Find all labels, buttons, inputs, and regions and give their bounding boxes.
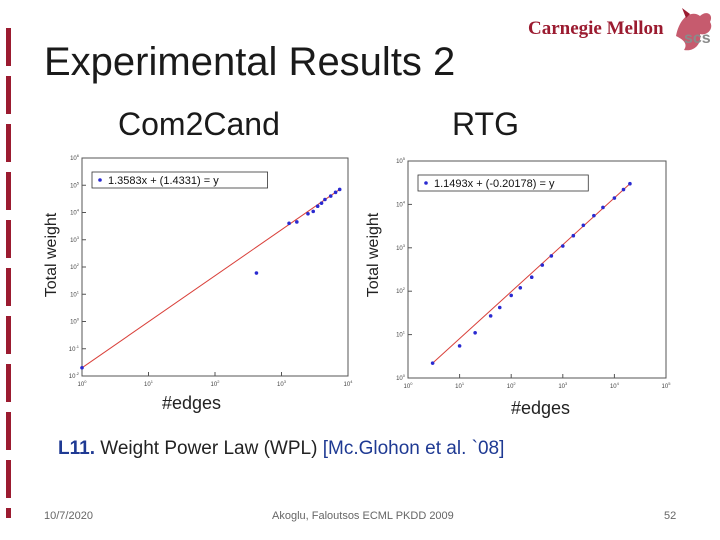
right-legend-text: 1.1493x + (-0.20178) = y [434, 178, 555, 190]
left-fit-line [81, 189, 340, 369]
right-x-tick-label: 100 [404, 381, 414, 390]
left-data-point [328, 194, 333, 198]
left-y-tick-label: 105 [70, 180, 80, 189]
left-legend-text: 1.3583x + (1.4331) = y [108, 175, 219, 187]
logo-text: Carnegie Mellon [528, 18, 664, 39]
left-data-point [323, 197, 327, 202]
right-data-point [457, 344, 462, 348]
left-x-tick-label: 100 [78, 379, 88, 388]
right-data-point [628, 181, 632, 186]
caption-label: L11. [58, 438, 95, 459]
left-data-point [311, 209, 316, 214]
left-data-point [315, 204, 320, 209]
right-data-point [581, 223, 586, 228]
caption-citation: [Mc.Glohon et al. `08] [322, 438, 505, 459]
left-y-tick-label: 103 [70, 235, 80, 244]
right-data-point [561, 244, 565, 248]
left-x-tick-label: 101 [144, 379, 154, 388]
slide-title: Experimental Results 2 [44, 40, 456, 84]
right-x-axis-label: #edges [511, 398, 571, 418]
university-logo: Carnegie Mellon scs [520, 6, 716, 58]
right-y-axis-label: Total weight [365, 212, 382, 298]
right-plot-title: RTG [452, 106, 519, 142]
left-data-point [80, 365, 84, 370]
left-data-point [337, 187, 342, 192]
right-y-tick-label: 101 [396, 330, 406, 339]
right-data-point [529, 275, 534, 280]
slide-caption: L11. Weight Power Law (WPL) [Mc.Glohon e… [58, 438, 504, 460]
left-y-tick-label: 100 [70, 317, 80, 326]
right-fit-line [432, 183, 631, 364]
right-data-point [488, 314, 493, 318]
right-plot-frame [407, 160, 667, 379]
right-data-point [621, 187, 626, 192]
right-data-point [612, 196, 617, 200]
footer-page-number: 52 [664, 510, 677, 522]
dragon-icon [676, 8, 712, 51]
right-x-tick-label: 103 [558, 381, 568, 390]
right-y-tick-label: 102 [396, 286, 406, 295]
right-y-tick-label: 103 [396, 243, 406, 252]
left-data-point [306, 211, 310, 216]
left-data-point [287, 221, 291, 226]
left-data-point [254, 271, 259, 275]
left-data-point [333, 190, 338, 195]
caption-text: Weight Power Law (WPL) [100, 438, 318, 459]
left-y-tick-label: 101 [70, 289, 80, 298]
footer-center: Akoglu, Faloutsos ECML PKDD 2009 [272, 510, 454, 522]
right-data-point [540, 263, 545, 267]
left-y-tick-label: 104 [70, 208, 80, 217]
left-y-tick-label: 10-1 [69, 344, 80, 353]
right-legend-marker [424, 181, 428, 185]
right-data-point [601, 205, 605, 210]
right-data-point [571, 233, 576, 238]
right-data-point [518, 285, 523, 290]
right-scatter-plot: 100 101 102 103 104 105 100 101 102 103 104 105 1.14… [396, 156, 672, 390]
left-legend-box [91, 171, 268, 189]
left-plot-frame [81, 157, 349, 377]
left-legend-marker [98, 178, 102, 182]
right-x-tick-label: 105 [662, 381, 672, 390]
left-y-tick-label: 106 [70, 153, 80, 162]
right-data-point [497, 305, 502, 310]
left-x-tick-label: 104 [344, 379, 354, 388]
left-scatter-plot: 100 101 102 103 104 10-2 10-1 100 101 102 103 104 10… [69, 153, 354, 388]
footer-date: 10/7/2020 [44, 510, 93, 522]
left-y-axis-label: Total weight [43, 212, 60, 298]
left-accent-bar [6, 28, 11, 518]
right-data-point [549, 254, 554, 258]
left-plot-title: Com2Cand [118, 106, 280, 142]
left-y-tick-label: 10-2 [69, 371, 80, 380]
left-data-point [319, 201, 324, 205]
right-data-point [430, 361, 435, 365]
right-x-tick-label: 104 [610, 381, 620, 390]
left-x-tick-label: 103 [277, 379, 287, 388]
right-y-tick-label: 105 [396, 156, 406, 165]
left-x-axis-label: #edges [162, 393, 222, 413]
right-y-tick-label: 100 [396, 373, 406, 382]
right-x-tick-label: 102 [507, 381, 517, 390]
logo-mark: scs [684, 30, 711, 47]
right-data-point [592, 213, 596, 218]
right-x-tick-label: 101 [455, 381, 465, 390]
left-data-point [295, 220, 299, 224]
right-data-point [509, 293, 513, 298]
right-legend-box [417, 174, 589, 192]
right-y-tick-label: 104 [396, 199, 406, 208]
right-data-point [473, 331, 477, 335]
left-y-tick-label: 102 [70, 262, 80, 271]
left-x-tick-label: 102 [211, 379, 221, 388]
